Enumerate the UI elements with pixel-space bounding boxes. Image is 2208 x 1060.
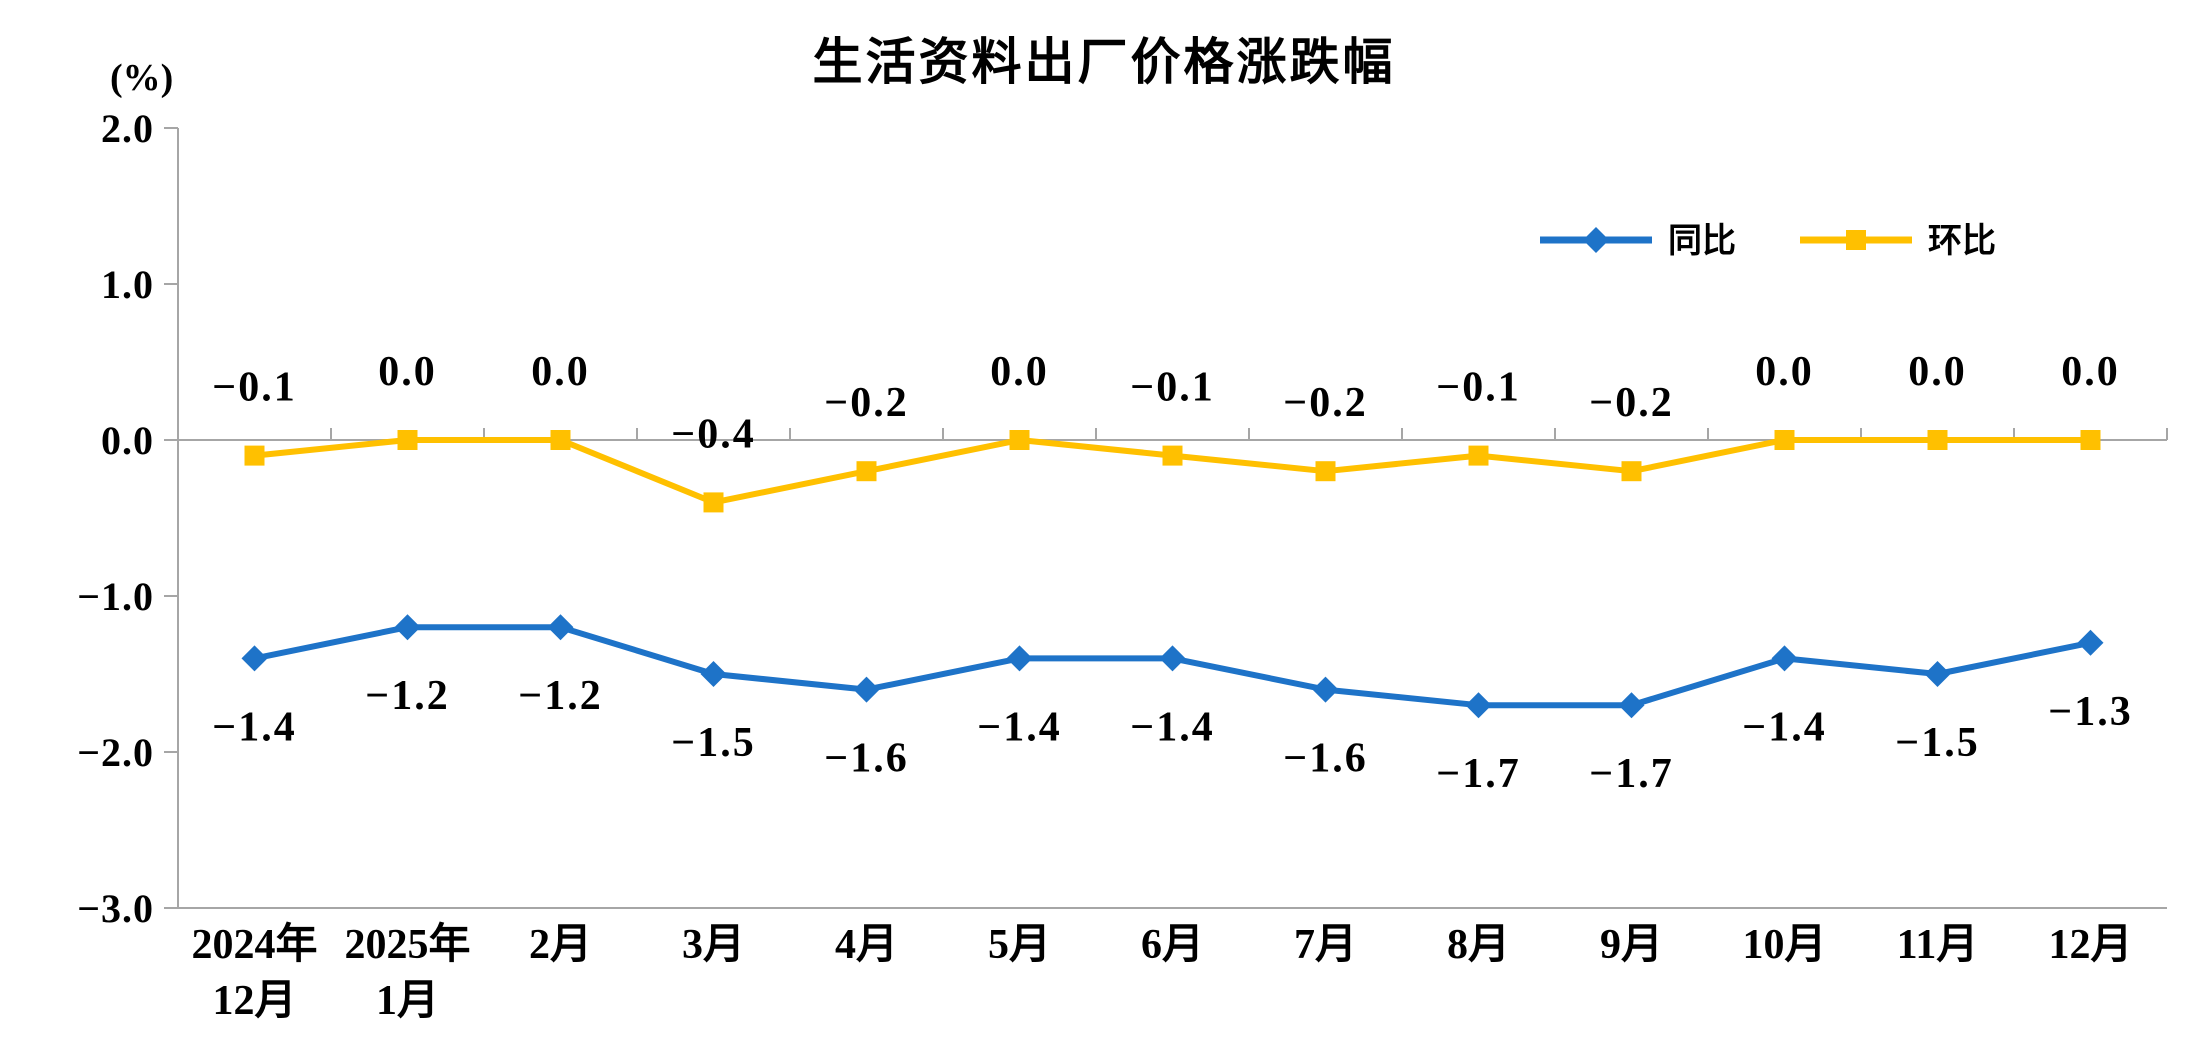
data-label-tongbi: −1.6 bbox=[1283, 736, 1367, 782]
y-axis-tick-label: −2.0 bbox=[77, 730, 154, 775]
x-axis-label: 4月 bbox=[835, 922, 898, 968]
series-marker-square-huanbi bbox=[1621, 461, 1642, 482]
series-marker-square-huanbi bbox=[244, 445, 265, 466]
data-label-tongbi: −1.5 bbox=[671, 720, 755, 766]
series-marker-square-huanbi bbox=[1315, 461, 1336, 482]
data-label-huanbi: −0.1 bbox=[212, 365, 296, 411]
data-label-huanbi: −0.1 bbox=[1130, 365, 1214, 411]
data-label-tongbi: −1.2 bbox=[365, 673, 449, 719]
x-axis-label: 12月 bbox=[212, 978, 296, 1024]
x-axis-label: 10月 bbox=[1742, 922, 1826, 968]
series-marker-square-huanbi bbox=[550, 430, 571, 450]
data-label-tongbi: −1.2 bbox=[518, 673, 602, 719]
x-axis-label: 1月 bbox=[376, 978, 439, 1024]
legend-label-huanbi: 环比 bbox=[1928, 222, 1996, 260]
x-axis-label: 12月 bbox=[2048, 922, 2132, 968]
data-label-tongbi: −1.7 bbox=[1589, 751, 1673, 797]
x-axis-label: 8月 bbox=[1447, 922, 1510, 968]
data-label-huanbi: 0.0 bbox=[990, 349, 1049, 395]
series-marker-diamond-tongbi bbox=[1006, 645, 1033, 672]
series-marker-square-huanbi bbox=[1774, 430, 1795, 450]
series-marker-diamond-tongbi bbox=[241, 645, 268, 672]
series-marker-square-huanbi bbox=[1162, 445, 1183, 466]
x-axis-label: 2024年 bbox=[191, 921, 317, 968]
series-marker-square-huanbi bbox=[856, 461, 877, 482]
series-marker-square-huanbi bbox=[397, 430, 418, 450]
x-axis-label: 7月 bbox=[1294, 922, 1357, 968]
y-axis-tick-label: 1.0 bbox=[101, 262, 154, 307]
y-axis-tick-label: −3.0 bbox=[77, 886, 154, 931]
series-marker-diamond-tongbi bbox=[394, 614, 421, 641]
series-marker-diamond-tongbi bbox=[1618, 692, 1645, 719]
x-axis-label: 2025年 bbox=[344, 921, 470, 968]
data-label-tongbi: −1.4 bbox=[1130, 704, 1214, 750]
legend-marker-square-huanbi bbox=[1846, 230, 1866, 250]
series-marker-diamond-tongbi bbox=[2077, 629, 2104, 656]
series-marker-square-huanbi bbox=[1468, 445, 1489, 466]
chart-title: 生活资料出厂价格涨跌幅 bbox=[812, 34, 1396, 90]
data-label-huanbi: 0.0 bbox=[378, 349, 437, 395]
x-axis-label: 6月 bbox=[1141, 922, 1204, 968]
data-label-tongbi: −1.4 bbox=[1742, 704, 1826, 750]
data-label-huanbi: 0.0 bbox=[531, 349, 590, 395]
data-label-tongbi: −1.4 bbox=[977, 704, 1061, 750]
series-marker-diamond-tongbi bbox=[1924, 661, 1951, 687]
data-label-tongbi: −1.4 bbox=[212, 704, 296, 750]
data-label-huanbi: −0.2 bbox=[824, 380, 908, 426]
series-marker-square-huanbi bbox=[1927, 430, 1948, 450]
x-axis-label: 9月 bbox=[1600, 922, 1663, 968]
series-marker-square-huanbi bbox=[2080, 430, 2101, 450]
series-marker-diamond-tongbi bbox=[1465, 692, 1492, 719]
series-marker-diamond-tongbi bbox=[700, 661, 727, 687]
series-marker-square-huanbi bbox=[1009, 430, 1030, 450]
x-axis-label: 11月 bbox=[1897, 922, 1979, 968]
data-label-tongbi: −1.7 bbox=[1436, 751, 1520, 797]
data-label-huanbi: 0.0 bbox=[2061, 349, 2120, 395]
data-label-tongbi: −1.3 bbox=[2048, 689, 2132, 735]
data-label-huanbi: −0.2 bbox=[1283, 380, 1367, 426]
data-label-huanbi: −0.4 bbox=[671, 411, 755, 457]
data-label-huanbi: 0.0 bbox=[1755, 349, 1814, 395]
data-label-tongbi: −1.6 bbox=[824, 736, 908, 782]
data-label-tongbi: −1.5 bbox=[1895, 720, 1979, 766]
series-marker-diamond-tongbi bbox=[853, 676, 880, 703]
x-axis-label: 3月 bbox=[682, 922, 745, 968]
series-marker-diamond-tongbi bbox=[1159, 645, 1186, 672]
series-marker-diamond-tongbi bbox=[547, 614, 574, 641]
x-axis-label: 5月 bbox=[988, 922, 1051, 968]
y-axis-tick-label: 2.0 bbox=[101, 106, 154, 151]
data-label-huanbi: −0.2 bbox=[1589, 380, 1673, 426]
data-label-huanbi: −0.1 bbox=[1436, 365, 1520, 411]
x-axis-label: 2月 bbox=[529, 922, 592, 968]
y-axis-tick-label: −1.0 bbox=[77, 574, 154, 619]
legend-label-tongbi: 同比 bbox=[1668, 222, 1736, 260]
y-axis-tick-label: 0.0 bbox=[101, 418, 154, 463]
data-label-huanbi: 0.0 bbox=[1908, 349, 1967, 395]
y-axis-unit-label: (%) bbox=[110, 57, 174, 99]
series-marker-diamond-tongbi bbox=[1312, 676, 1339, 703]
series-marker-square-huanbi bbox=[703, 492, 724, 513]
legend-marker-diamond-tongbi bbox=[1583, 227, 1609, 253]
series-marker-diamond-tongbi bbox=[1771, 645, 1798, 672]
